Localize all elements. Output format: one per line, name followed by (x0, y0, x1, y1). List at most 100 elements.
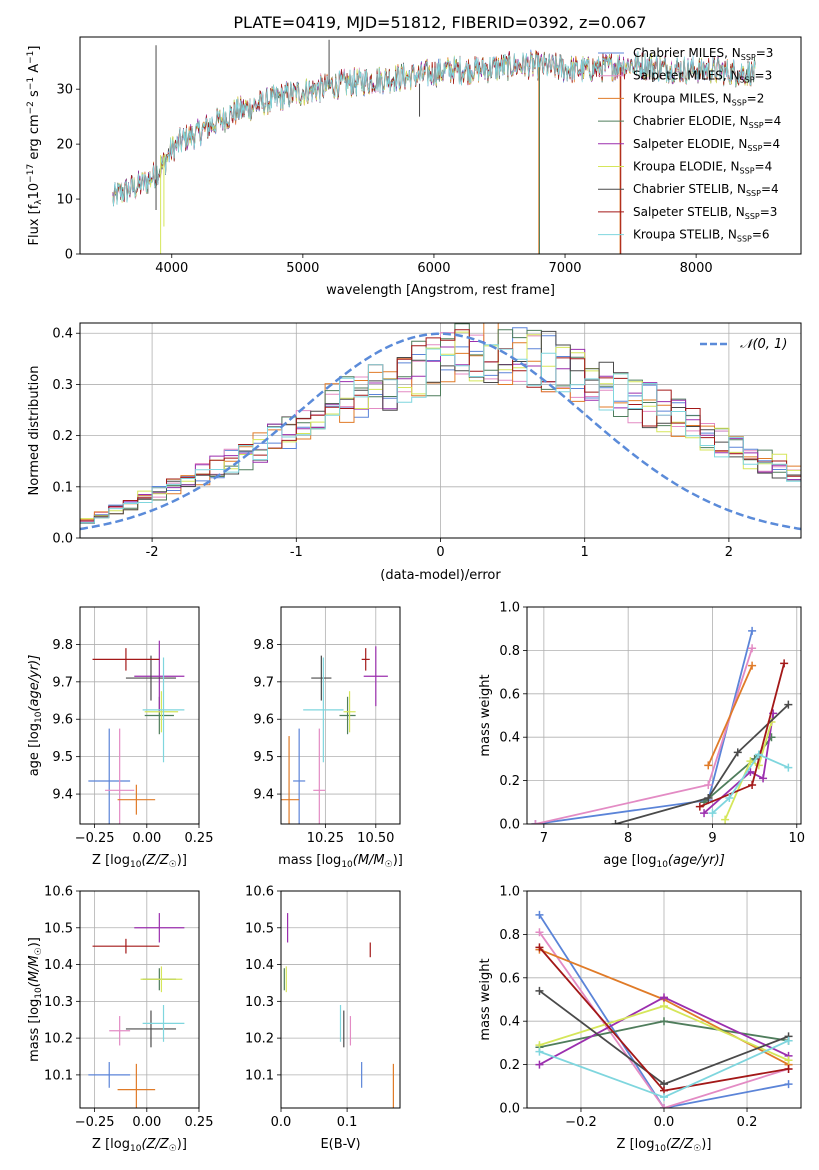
y-tick-label: 10.2 (44, 1032, 73, 1047)
y-tick-label: 0.0 (499, 818, 520, 833)
residual-histogram-panel: -2 -1 0 1 2 0.0 0.1 0.2 0.3 0.4 𝒩(0, 1) (data-model… (27, 322, 802, 583)
y-tick-label: 10.4 (44, 958, 73, 973)
series-line (535, 630, 753, 824)
x-tick-label: 0 (436, 545, 444, 560)
histogram-salpeter-miles (80, 332, 801, 522)
x-tick-label: 8 (624, 831, 632, 846)
point-kroupa-miles (117, 1063, 156, 1108)
marker (708, 809, 717, 818)
x-tick-label: -1 (290, 545, 303, 560)
x-tick-label: 2 (725, 545, 733, 560)
y-tick-label: 0.2 (52, 429, 73, 444)
point-kroupa-elodie (343, 691, 356, 733)
z-mass-panel: −0.25 0.00 0.25 10.1 10.2 10.3 10.4 10.5 10.6 Z [… (27, 885, 213, 1155)
y-tick-label: 0 (65, 248, 73, 263)
histogram-kroupa-stelib (80, 344, 801, 524)
y-tick-label: 10.4 (245, 958, 274, 973)
y-tick-label: 0.1 (52, 480, 73, 495)
legend-label: 𝒩(0, 1) (740, 337, 787, 352)
series-line (615, 703, 790, 824)
marker (784, 1064, 793, 1073)
series-line (703, 713, 775, 814)
y-tick-label: 10.5 (245, 921, 274, 936)
y-tick-label: 0.4 (52, 327, 73, 342)
marker (748, 644, 757, 653)
weight-lines (535, 910, 793, 1108)
y-tick-label: 0.8 (499, 928, 520, 943)
marker (535, 943, 544, 952)
marker (748, 661, 757, 670)
axes-frame (79, 606, 200, 825)
y-tick-label: 10.6 (44, 885, 73, 900)
y-axis-label: Normed distribution (27, 366, 42, 496)
marker (784, 1056, 793, 1065)
point-kroupa-stelib (303, 657, 344, 763)
x-tick-label: −0.25 (75, 1115, 115, 1130)
x-tick-label: 7000 (548, 261, 581, 276)
y-tick-label: 9.4 (253, 788, 274, 803)
y-axis-label: Flux [fλ10−17 erg cm−2 s−1 A−1] (26, 46, 44, 246)
error-bars (281, 646, 388, 824)
y-tick-label: 9.7 (52, 675, 73, 690)
z-age-panel: −0.25 0.00 0.25 9.4 9.5 9.6 9.7 9.8 Z [log10(Z/Z… (27, 606, 213, 870)
series-salpeter-miles (531, 644, 757, 824)
legend-label: Salpeter MILES, NSSP=3 (633, 69, 772, 85)
y-tick-label: 0.6 (499, 971, 520, 986)
y-tick-label: 9.4 (52, 788, 73, 803)
marker (660, 1093, 668, 1102)
x-tick-label: 4000 (155, 261, 188, 276)
error-bars (283, 913, 394, 1108)
y-tick-label: 10.6 (245, 885, 274, 900)
marker (721, 815, 730, 824)
z-weight-panel: −0.2 0.0 0.2 0.0 0.2 0.4 0.6 0.8 1.0 Z [log10(Z/Z… (478, 885, 802, 1154)
error-bars (88, 640, 185, 824)
y-tick-label: 9.7 (253, 675, 274, 690)
histograms (80, 323, 801, 531)
marker (660, 993, 668, 1002)
x-axis-label: E(B-V) (320, 1137, 360, 1152)
marker (535, 910, 544, 919)
x-tick-label: 0.00 (132, 831, 161, 846)
x-axis-label: Z [log10(Z/Z☉)] (617, 1137, 712, 1154)
y-tick-label: 1.0 (499, 601, 520, 616)
x-axis-label: age [log10(age/yr)] (603, 853, 725, 870)
x-tick-label: -2 (146, 545, 159, 560)
spectrum-legend: Chabrier MILES, NSSP=3 Salpeter MILES, NS… (598, 46, 781, 244)
marker (733, 748, 742, 757)
marker (660, 1104, 668, 1108)
y-tick-label: 0.4 (499, 1015, 520, 1030)
y-tick-label: 0.2 (499, 774, 520, 789)
point-kroupa-elodie (144, 691, 179, 733)
x-tick-label: 0.1 (337, 1115, 358, 1130)
marker (535, 928, 544, 937)
point-kroupa-stelib (142, 657, 185, 763)
point-salpeter-stelib (361, 648, 370, 671)
series-kroupa-stelib (535, 1036, 793, 1102)
series-salpeter-stelib (695, 659, 789, 811)
y-tick-label: 10.3 (245, 995, 274, 1010)
x-tick-label: −0.2 (565, 1115, 597, 1130)
legend-label: Salpeter ELODIE, NSSP=4 (633, 137, 780, 153)
legend-label: Chabrier STELIB, NSSP=4 (633, 182, 779, 198)
marker (780, 659, 789, 668)
series-kroupa-stelib (708, 750, 793, 818)
y-tick-label: 9.5 (253, 750, 274, 765)
y-tick-label: 9.8 (253, 638, 274, 653)
x-tick-label: 10.50 (357, 831, 394, 846)
marker (746, 757, 755, 766)
point-salpeter-miles (313, 728, 326, 824)
point-salpeter-elodie (363, 646, 388, 707)
weight-lines (531, 626, 793, 824)
series-salpeter-elodie (700, 709, 778, 818)
marker (748, 626, 757, 635)
marker (704, 761, 713, 770)
histogram-salpeter-elodie (80, 341, 801, 522)
y-tick-label: 0.4 (499, 731, 520, 746)
legend-label: Chabrier MILES, NSSP=3 (633, 46, 773, 62)
series-line (538, 931, 789, 1108)
marker (704, 793, 713, 802)
point-salpeter-stelib (92, 938, 160, 954)
y-tick-label: 0.0 (499, 1102, 520, 1117)
x-tick-label: 0.25 (185, 1115, 214, 1130)
